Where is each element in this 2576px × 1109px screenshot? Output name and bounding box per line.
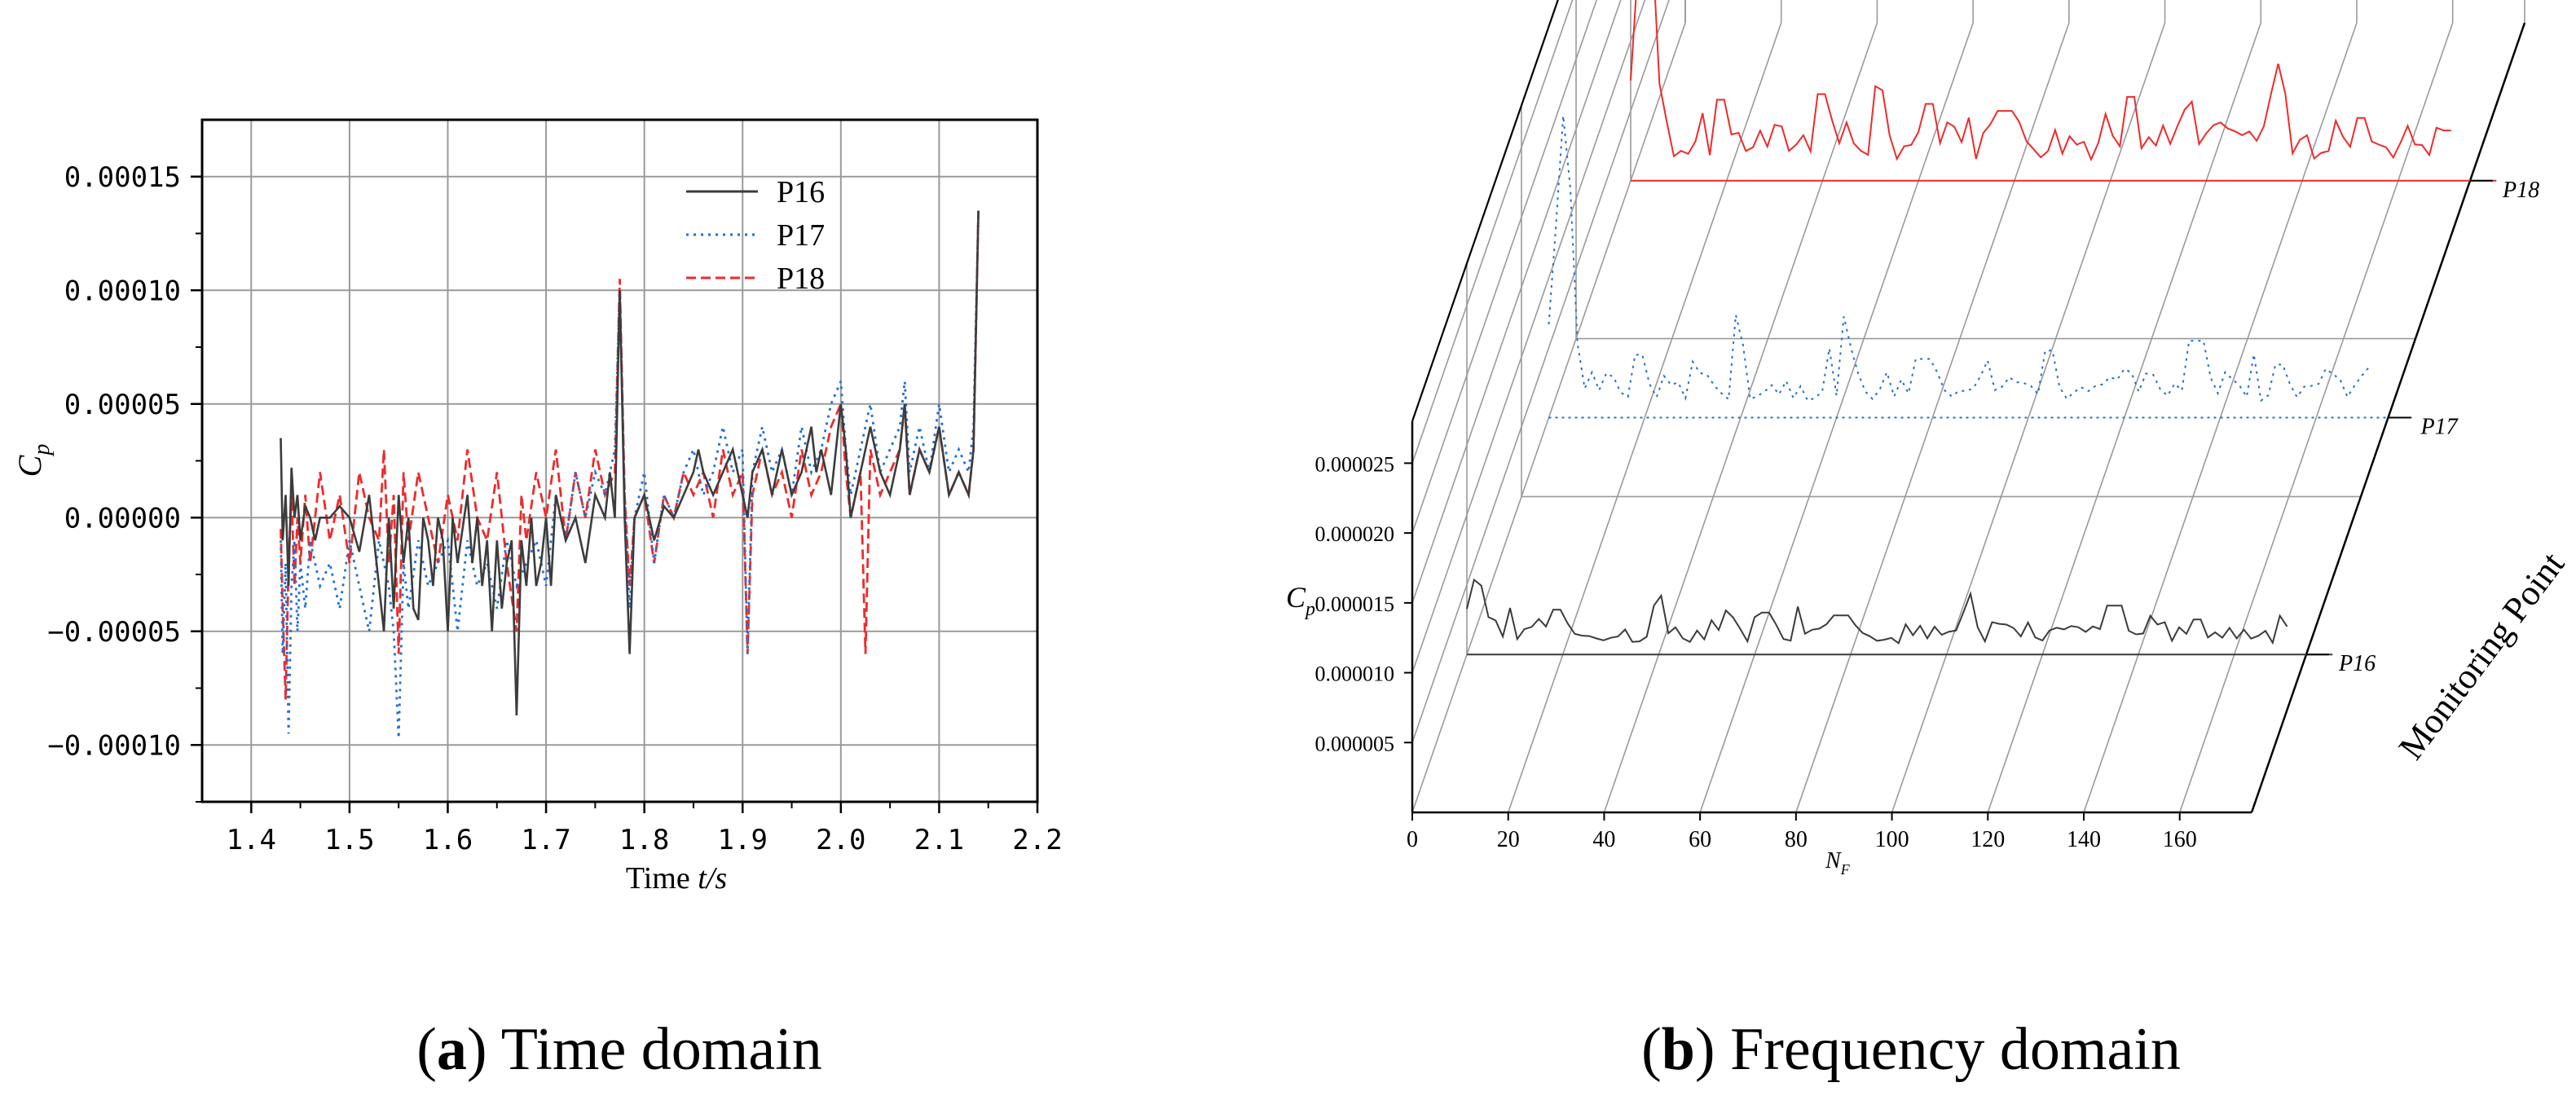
floor-gridline <box>1891 22 2166 813</box>
x-tick-label: 160 <box>2163 827 2197 852</box>
floor-gridline <box>1507 22 1782 813</box>
side-wall-gridline <box>1411 0 1574 464</box>
side-wall-gridline <box>1411 0 1597 534</box>
side-wall-gridline <box>1411 0 1670 743</box>
depth-axis-label: Monitoring Point <box>2391 544 2572 767</box>
floor-gridline <box>2178 22 2454 813</box>
x-tick-label: 1.5 <box>324 824 374 856</box>
x-tick-label: 2.2 <box>1012 824 1062 856</box>
depth-tick-label: P16 <box>2338 651 2376 676</box>
y-tick-label: 0.000005 <box>1315 732 1395 755</box>
y-tick-label: 0.000020 <box>1315 522 1395 546</box>
y-tick-label: 0.000010 <box>1315 662 1395 686</box>
y-tick-label: 0.00010 <box>64 275 181 307</box>
x-tick-label: 1.9 <box>718 824 768 856</box>
x-tick-label: 1.6 <box>423 824 473 856</box>
side-wall-gridline <box>1411 0 1622 604</box>
caption-a: (a) Time domain <box>416 1016 822 1083</box>
floor-gridline <box>1603 22 1878 813</box>
series-p16 <box>1466 578 2288 645</box>
legend-label-p17: P17 <box>777 218 825 253</box>
x-tick-label: 1.7 <box>521 824 570 856</box>
x-tick-label: 20 <box>1497 827 1520 852</box>
x-tick-label: 140 <box>2067 827 2101 852</box>
series-p17 <box>1548 115 2370 403</box>
x-tick-label: 120 <box>1971 827 2005 852</box>
x-tick-label: 40 <box>1592 827 1615 852</box>
x-tick-label: 1.8 <box>619 824 669 856</box>
y-tick-label: 0.000015 <box>1315 592 1395 616</box>
legend: P16 P17 P18 <box>686 175 825 296</box>
depth-tick-label: P17 <box>2420 415 2459 440</box>
legend-label-p18: P18 <box>777 262 825 296</box>
y-tick-label: 0.000025 <box>1315 452 1395 476</box>
series-p17 <box>280 210 980 738</box>
x-axis-label: NF <box>1825 848 1851 878</box>
time-domain-chart: 1.4 1.5 1.6 1.7 1.8 1.9 2.0 2.1 2.2 −0.00010 −0.00… <box>11 118 1063 1083</box>
x-tick-label: 2.1 <box>914 824 964 856</box>
depth-tick-label: P18 <box>2502 178 2539 203</box>
x-tick-label: 60 <box>1689 827 1711 852</box>
y-tick-label: 0.00000 <box>64 502 181 535</box>
side-wall-gridline <box>1411 0 1646 673</box>
y-tick-label: 0.00015 <box>64 161 181 194</box>
y-axis-label: Cp <box>1286 581 1315 620</box>
caption-b: (b) Frequency domain <box>1641 1016 2181 1083</box>
x-axis-label: Time t/s <box>626 861 727 896</box>
frame-edge <box>1411 0 1559 422</box>
time-plot-frame <box>200 118 1039 803</box>
x-tick-label: 100 <box>1875 827 1909 852</box>
x-tick-label: 2.0 <box>816 824 865 856</box>
x-tick-label: 0 <box>1407 827 1418 852</box>
x-tick-label: 80 <box>1785 827 1808 852</box>
y-tick-label: −0.00010 <box>47 729 181 762</box>
y-tick-label: 0.00005 <box>64 389 181 421</box>
y-axis-label: Cp <box>11 444 55 477</box>
series-p18 <box>1630 0 2451 162</box>
x-tick-label: 1.4 <box>227 824 276 856</box>
series-p16 <box>280 210 980 716</box>
floor-gridline <box>1795 22 2070 813</box>
legend-label-p16: P16 <box>777 175 825 209</box>
frequency-domain-chart: P18 P17 P16 0 20 40 60 80 100 120 140 160 0.000005 0… <box>1286 0 2572 1083</box>
y-tick-label: −0.00005 <box>47 616 181 649</box>
